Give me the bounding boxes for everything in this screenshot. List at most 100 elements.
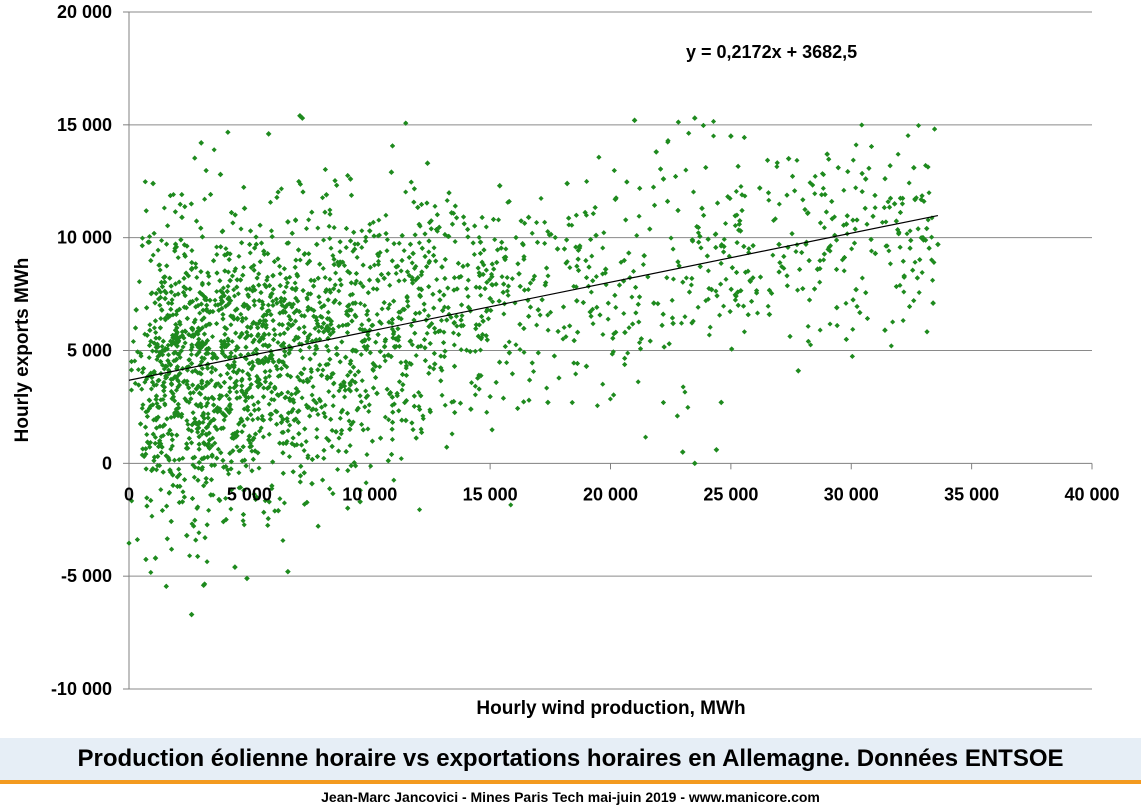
data-point [214, 288, 220, 295]
data-point [360, 262, 366, 268]
data-point [332, 282, 338, 288]
data-point [489, 427, 495, 433]
data-point [240, 444, 246, 450]
data-point [150, 180, 156, 187]
data-point [403, 359, 409, 365]
data-point [241, 423, 247, 429]
data-point [252, 431, 259, 437]
data-point [399, 417, 405, 423]
x-tick-label: 30 000 [824, 484, 879, 504]
data-point [354, 254, 360, 260]
data-point [139, 243, 145, 249]
data-point [231, 293, 238, 299]
data-point [588, 289, 594, 295]
data-point [200, 428, 206, 434]
data-point [449, 221, 455, 227]
data-point [196, 434, 202, 440]
data-point [275, 339, 281, 346]
data-point [143, 466, 149, 472]
data-point [241, 184, 247, 190]
data-point [159, 307, 165, 313]
data-point [314, 434, 320, 440]
data-point [670, 320, 676, 327]
data-point [309, 209, 315, 215]
data-point [243, 315, 249, 322]
data-point [282, 296, 288, 302]
data-point [833, 266, 840, 272]
data-point [430, 291, 436, 297]
data-point [309, 480, 315, 487]
data-point [403, 372, 409, 378]
data-point [315, 411, 321, 418]
data-point [168, 362, 174, 368]
data-point [827, 321, 833, 327]
data-point [170, 472, 176, 478]
data-point [175, 255, 181, 261]
data-point [152, 555, 159, 561]
data-point [756, 185, 763, 191]
data-point [319, 404, 325, 410]
data-point [664, 275, 670, 281]
data-point [210, 492, 216, 498]
data-point [735, 163, 741, 169]
data-point [387, 282, 393, 288]
y-tick-label: -5 000 [61, 566, 112, 586]
x-axis-title: Hourly wind production, MWh [476, 698, 745, 719]
data-point [244, 286, 250, 292]
data-point [126, 540, 132, 546]
data-point [793, 249, 799, 255]
data-point [525, 214, 532, 221]
data-point [567, 323, 573, 329]
data-point [253, 234, 259, 240]
data-point [221, 379, 227, 385]
data-point [487, 277, 493, 283]
data-point [146, 355, 152, 361]
data-point [480, 318, 486, 324]
data-point [280, 450, 286, 456]
data-point [817, 279, 823, 285]
data-point [335, 448, 342, 454]
data-point [165, 223, 171, 229]
data-point [373, 375, 379, 381]
data-point [675, 119, 681, 125]
data-point [431, 366, 437, 372]
data-point [890, 319, 896, 325]
data-point [148, 569, 154, 575]
data-point [334, 351, 340, 357]
data-point [236, 253, 242, 259]
data-point [501, 281, 507, 287]
data-point [326, 388, 332, 395]
data-point [147, 342, 153, 349]
data-point [749, 298, 755, 304]
data-point [220, 299, 226, 305]
data-point [418, 426, 424, 432]
data-point [787, 333, 793, 339]
data-point [636, 213, 642, 219]
data-point [489, 274, 495, 280]
data-point [136, 382, 142, 388]
data-point [770, 252, 776, 258]
data-point [201, 483, 207, 489]
data-point [503, 246, 509, 252]
data-point [872, 192, 878, 198]
x-tick-label: 0 [124, 484, 134, 504]
data-point [866, 165, 872, 171]
data-point [887, 261, 893, 267]
data-point [915, 122, 922, 129]
data-point [159, 343, 165, 350]
data-point [350, 364, 357, 370]
data-point [926, 245, 932, 251]
data-point [161, 205, 167, 211]
data-point [175, 384, 181, 390]
data-point [165, 342, 171, 348]
data-point [517, 321, 523, 327]
data-point [907, 228, 913, 234]
data-point [384, 237, 390, 243]
data-point [324, 376, 330, 382]
data-point [817, 258, 823, 264]
data-point [313, 407, 319, 413]
data-point [308, 369, 314, 375]
data-point [207, 297, 213, 303]
data-point [277, 332, 283, 338]
data-point [257, 259, 263, 265]
